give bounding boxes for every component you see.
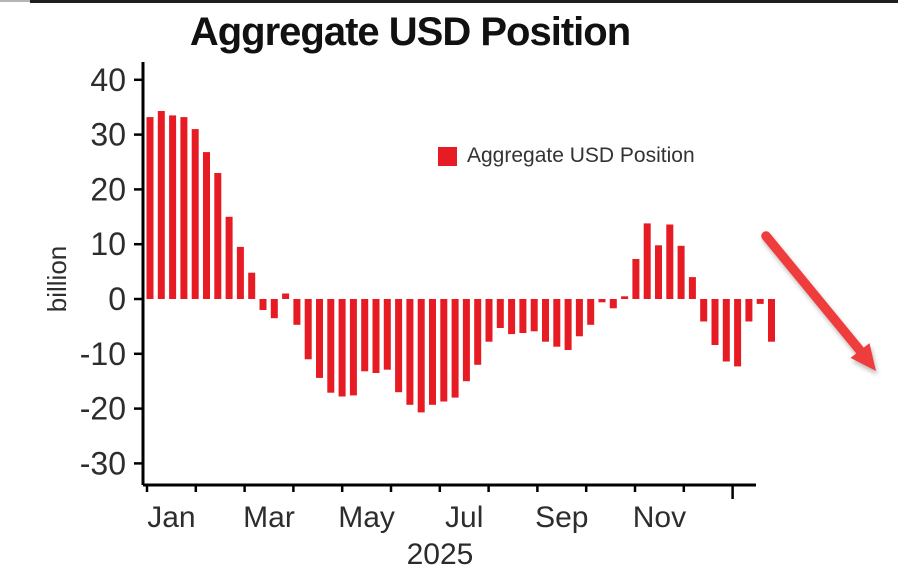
bar <box>745 299 753 322</box>
bar <box>722 299 730 362</box>
axes: 40 30 20 10 0 -10 -20 -30 Jan Mar May Jul Sep Nov <box>80 62 756 534</box>
bar <box>564 299 572 350</box>
bar <box>677 245 685 299</box>
bar <box>530 299 538 332</box>
bar <box>666 224 674 299</box>
y-tick-label: 10 <box>90 226 126 262</box>
x-tick-label: May <box>338 501 395 534</box>
bar <box>383 299 391 370</box>
x-tick-label: Jul <box>445 501 483 534</box>
bar <box>655 245 662 299</box>
x-tick-label: Mar <box>243 501 295 534</box>
bar <box>395 299 403 393</box>
cropped-top-edge-faint <box>0 0 30 2</box>
bar <box>474 299 482 365</box>
bar <box>270 299 278 319</box>
bar <box>316 299 323 378</box>
bar <box>191 129 199 299</box>
bar <box>406 299 414 405</box>
bar <box>169 115 177 300</box>
bar <box>462 299 470 382</box>
bar <box>157 111 165 299</box>
bar <box>248 272 256 299</box>
bar <box>349 299 357 396</box>
bar <box>700 299 708 322</box>
bar <box>236 246 244 299</box>
y-tick-label: -10 <box>80 336 126 372</box>
bar <box>542 299 549 342</box>
x-tick-label: Jan <box>147 501 195 534</box>
bar <box>259 299 267 310</box>
chart-title: Aggregate USD Position <box>189 10 631 54</box>
y-tick-label: 40 <box>90 62 126 98</box>
y-tick-label: -20 <box>80 391 126 427</box>
bar <box>429 299 436 405</box>
y-tick-label: 0 <box>108 281 126 317</box>
bar <box>575 299 583 337</box>
bar <box>146 117 154 299</box>
bar <box>304 299 312 360</box>
bar <box>734 299 742 367</box>
bar <box>203 152 210 299</box>
bar <box>451 299 459 398</box>
bar <box>214 173 222 299</box>
bar <box>180 117 188 299</box>
bar <box>327 299 335 393</box>
bar <box>496 299 504 328</box>
bar <box>768 299 775 342</box>
x-tick-label: Nov <box>633 501 686 534</box>
x-tick-label: Sep <box>535 501 588 534</box>
legend-swatch-icon <box>438 146 457 166</box>
x-axis-title: 2025 <box>406 538 474 571</box>
bar <box>485 299 493 342</box>
legend-label: Aggregate USD Position <box>467 144 695 167</box>
arrow-head <box>850 343 876 371</box>
y-tick-label: 20 <box>90 171 126 207</box>
bar <box>632 259 640 299</box>
bar <box>282 293 290 299</box>
bar <box>598 299 606 303</box>
bar <box>372 299 380 373</box>
bar <box>225 216 233 299</box>
y-tick-label: -30 <box>80 445 126 481</box>
bar <box>609 299 617 309</box>
cropped-top-edge <box>30 0 898 3</box>
legend: Aggregate USD Position <box>438 144 695 168</box>
bar-series <box>146 111 775 413</box>
bar <box>293 299 301 325</box>
bar <box>440 299 448 402</box>
arrow-shaft <box>761 231 865 356</box>
bar <box>508 299 516 335</box>
bar <box>756 299 764 304</box>
bar <box>688 277 696 299</box>
bar <box>643 223 651 299</box>
bar <box>338 299 346 397</box>
y-tick-label: 30 <box>90 117 126 153</box>
bar <box>417 299 425 413</box>
bar <box>361 299 369 372</box>
bar <box>711 299 719 345</box>
bar <box>587 299 595 325</box>
bar <box>519 299 527 333</box>
bar <box>621 296 629 299</box>
downtrend-arrow-icon <box>761 231 876 371</box>
bar <box>553 299 561 347</box>
